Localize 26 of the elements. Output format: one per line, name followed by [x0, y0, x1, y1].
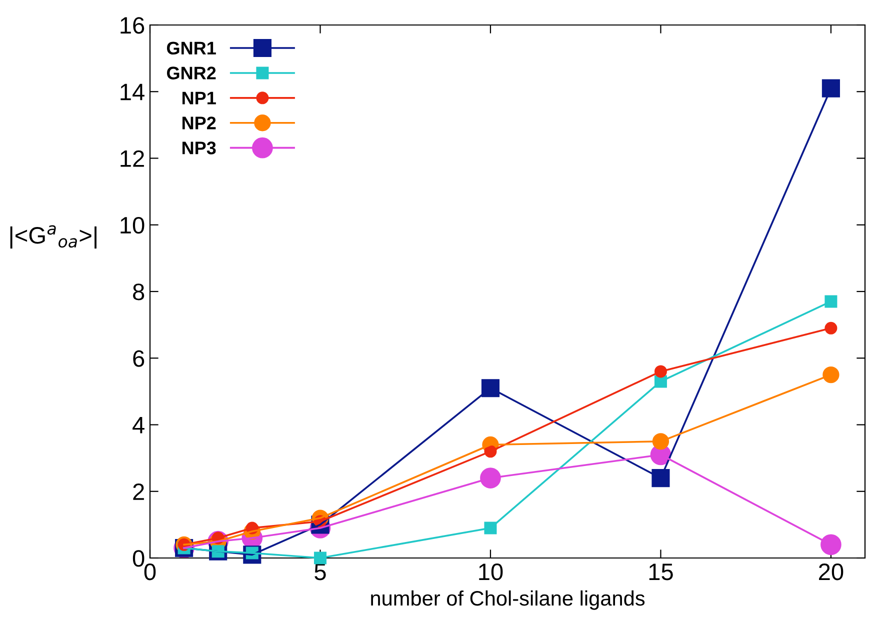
- x-tick-label: 10: [479, 563, 503, 580]
- point: [480, 468, 501, 488]
- point: [824, 295, 838, 308]
- y-tick-label: 4: [132, 417, 144, 434]
- point: [822, 366, 840, 384]
- legend-label: NP3: [182, 142, 216, 154]
- legend-label: GNR2: [166, 66, 216, 80]
- legend-label: NP1: [182, 92, 216, 104]
- legend-label: NP2: [182, 116, 216, 130]
- point: [824, 322, 838, 334]
- y-tick-label: 0: [132, 550, 144, 567]
- x-tick-label: 0: [144, 563, 156, 580]
- y-tick-label: 16: [120, 17, 144, 34]
- x-tick-label: 15: [649, 564, 673, 580]
- y-tick-label: 10: [120, 216, 144, 234]
- point: [822, 79, 840, 98]
- legend-label: GNR1: [166, 42, 216, 55]
- y-tick-label: 12: [120, 150, 144, 167]
- y-tick-label: 2: [133, 483, 144, 500]
- y-axis-title: |<G$^{a}$$_{oa}$>|: [10, 225, 96, 249]
- y-tick-label: 14: [120, 84, 144, 100]
- point: [820, 534, 842, 556]
- y-tick-label: 6: [133, 350, 144, 367]
- x-axis-title: number of Chol-silane ligands: [371, 590, 645, 610]
- y-tick-label: 8: [133, 284, 144, 300]
- x-tick-label: 20: [819, 563, 844, 580]
